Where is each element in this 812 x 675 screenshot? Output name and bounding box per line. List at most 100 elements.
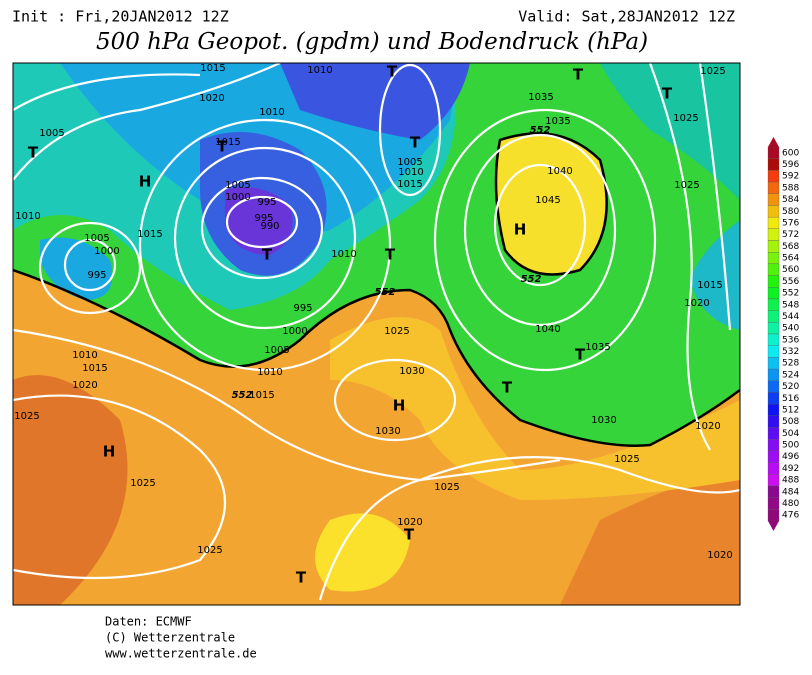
isobar-label: 1015 xyxy=(137,229,162,240)
colorbar-label: 476 xyxy=(782,511,799,521)
colorbar-swatch xyxy=(767,462,780,475)
colorbar-swatch xyxy=(767,205,780,218)
pressure-system: H xyxy=(393,397,406,415)
colorbar-swatch xyxy=(767,170,780,183)
colorbar-label: 548 xyxy=(782,300,799,310)
colorbar-swatch xyxy=(767,357,780,370)
isobar-label: 1025 xyxy=(130,478,155,489)
colorbar-label: 512 xyxy=(782,405,799,415)
colorbar-label: 528 xyxy=(782,359,799,369)
colorbar-label: 544 xyxy=(782,312,799,322)
isobar-label: 1030 xyxy=(399,366,424,377)
colorbar-label: 480 xyxy=(782,499,799,509)
isobar-label: 1015 xyxy=(397,179,422,190)
colorbar-swatch xyxy=(767,193,780,206)
colorbar-swatch xyxy=(767,298,780,311)
isobar-label: 1015 xyxy=(82,363,107,374)
isobar-label: 1010 xyxy=(72,350,97,361)
isobar-label: 1010 xyxy=(398,167,423,178)
isobar-label: 1020 xyxy=(199,93,224,104)
isobar-label: 1005 xyxy=(225,180,250,191)
colorbar-label: 488 xyxy=(782,476,799,486)
colorbar-label: 496 xyxy=(782,452,799,462)
isobar-label: 1025 xyxy=(673,113,698,124)
colorbar-label: 560 xyxy=(782,265,799,275)
colorbar-swatch xyxy=(767,146,780,159)
colorbar-swatch xyxy=(767,497,780,510)
isobar-label: 1005 xyxy=(264,345,289,356)
valid-label: Valid: Sat,28JAN2012 12Z xyxy=(518,8,735,26)
isobar-label: 1035 xyxy=(528,92,553,103)
colorbar-label: 540 xyxy=(782,324,799,334)
pressure-system: T xyxy=(410,134,421,152)
colorbar-swatch xyxy=(767,181,780,194)
colorbar-label: 536 xyxy=(782,335,799,345)
isobar-label: 1010 xyxy=(15,211,40,222)
colorbar-label: 552 xyxy=(782,289,799,299)
colorbar-swatch xyxy=(767,158,780,171)
pressure-system: T xyxy=(217,138,228,156)
colorbar-swatch xyxy=(767,403,780,416)
colorbar-label: 580 xyxy=(782,207,799,217)
colorbar-label: 576 xyxy=(782,218,799,228)
geopotential-label: 552 xyxy=(232,390,253,401)
isobar-label: 1020 xyxy=(72,380,97,391)
colorbar-label: 584 xyxy=(782,195,799,205)
isobar-label: 1005 xyxy=(39,128,64,139)
isobar-label: 995 xyxy=(257,197,276,208)
colorbar-swatch xyxy=(767,275,780,288)
colorbar-swatch xyxy=(767,345,780,358)
pressure-system: T xyxy=(404,526,415,544)
pressure-system: T xyxy=(662,85,673,103)
isobar-label: 1015 xyxy=(697,280,722,291)
colorbar-label: 588 xyxy=(782,183,799,193)
isobar-label: 1000 xyxy=(225,192,250,203)
isobar-label: 1020 xyxy=(684,298,709,309)
isobar-label: 995 xyxy=(87,270,106,281)
pressure-system: H xyxy=(514,221,527,239)
pressure-system: T xyxy=(573,66,584,84)
colorbar-swatch xyxy=(767,263,780,276)
isobar-label: 1025 xyxy=(614,454,639,465)
isobar-label: 1025 xyxy=(700,66,725,77)
colorbar-swatch xyxy=(767,333,780,346)
pressure-system: H xyxy=(103,443,116,461)
pressure-system: T xyxy=(296,569,307,587)
colorbar-swatch xyxy=(767,287,780,300)
pressure-system: T xyxy=(385,246,396,264)
geopotential-label: 552 xyxy=(530,125,551,136)
isobar-label: 1015 xyxy=(249,390,274,401)
isobar-label: 1005 xyxy=(84,233,109,244)
isobar-label: 1040 xyxy=(547,166,572,177)
isobar-label: 1030 xyxy=(591,415,616,426)
colorbar-label: 524 xyxy=(782,370,799,380)
colorbar-label: 532 xyxy=(782,347,799,357)
isobar-label: 1025 xyxy=(197,545,222,556)
colorbar-swatch xyxy=(767,216,780,229)
footer-copyright: (C) Wetterzentrale xyxy=(105,631,235,645)
colorbar-label: 492 xyxy=(782,464,799,474)
geopotential-label: 552 xyxy=(521,274,542,285)
colorbar-label: 504 xyxy=(782,429,799,439)
colorbar-top-cap xyxy=(768,137,779,147)
colorbar-bottom-cap xyxy=(768,521,779,531)
geopotential-label: 552 xyxy=(375,287,396,298)
isobar-label: 1010 xyxy=(331,249,356,260)
pressure-system: T xyxy=(28,144,39,162)
isobar-label: 1000 xyxy=(94,246,119,257)
isobar-label: 1015 xyxy=(200,63,225,74)
isobar-label: 1025 xyxy=(434,482,459,493)
colorbar-label: 516 xyxy=(782,394,799,404)
colorbar-label: 500 xyxy=(782,441,799,451)
colorbar-swatch xyxy=(767,322,780,335)
colorbar-swatch xyxy=(767,474,780,487)
colorbar-label: 572 xyxy=(782,230,799,240)
isobar-label: 1040 xyxy=(535,324,560,335)
colorbar-swatch xyxy=(767,485,780,498)
isobar-label: 1020 xyxy=(397,517,422,528)
pressure-system: T xyxy=(502,379,513,397)
isobar-label: 1035 xyxy=(585,342,610,353)
